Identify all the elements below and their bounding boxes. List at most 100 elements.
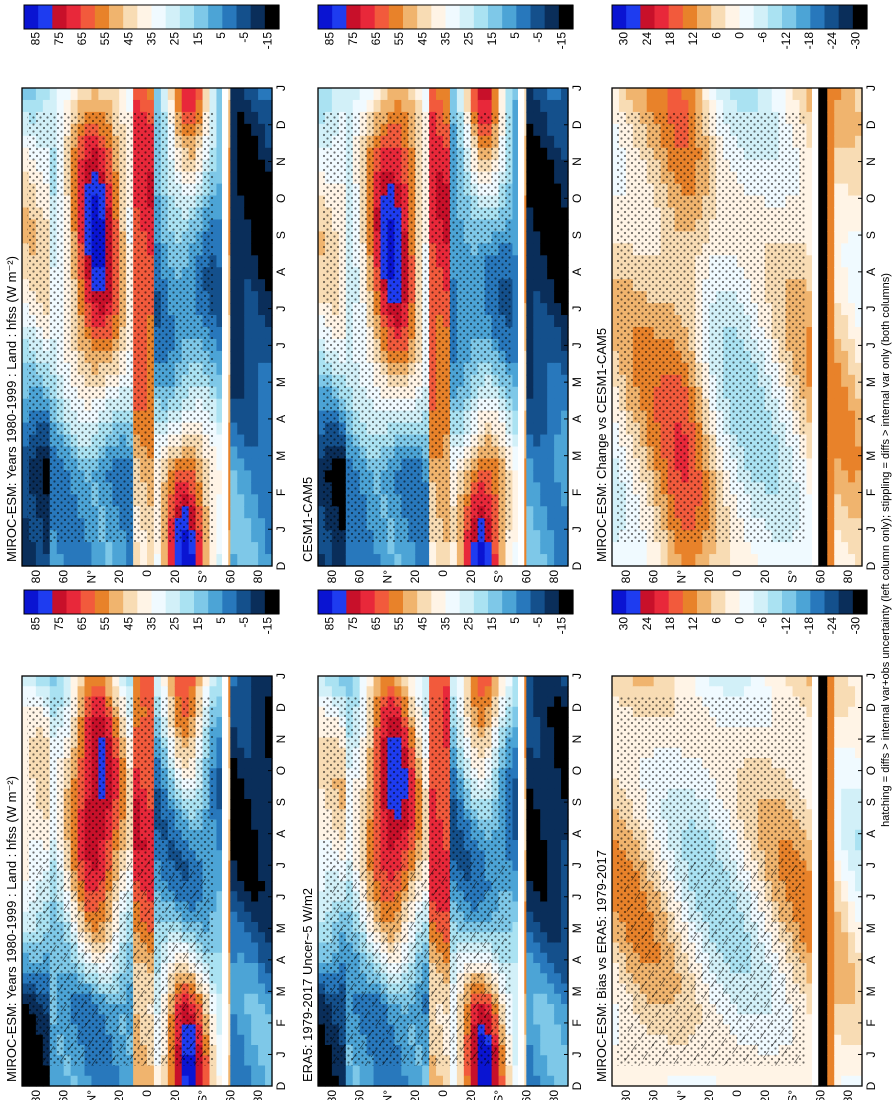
heatmap-cell xyxy=(526,820,534,831)
heatmap-cell xyxy=(547,932,555,943)
heatmap-cell xyxy=(848,768,856,779)
heatmap-cell xyxy=(793,676,801,687)
x-tick-label: F xyxy=(274,1019,288,1026)
heatmap-cell xyxy=(841,1014,849,1025)
heatmap-cell xyxy=(258,881,266,892)
colorbar-tick-label: 55 xyxy=(98,32,112,46)
heatmap-cell xyxy=(841,861,849,872)
colorbar-segment xyxy=(123,590,138,614)
colorbar-tick-label: 6 xyxy=(709,617,723,624)
heatmap-cell xyxy=(244,912,252,923)
heatmap-cell xyxy=(786,1076,794,1087)
heatmap-cell xyxy=(841,922,849,933)
heatmap-cell xyxy=(230,820,238,831)
heatmap-cell xyxy=(140,1076,148,1087)
colorbar-tick-label: -6 xyxy=(756,617,770,628)
heatmap-cell xyxy=(827,768,835,779)
colorbar-segment xyxy=(180,5,195,29)
heatmap-cell xyxy=(554,809,562,820)
heatmap-cell xyxy=(834,1076,842,1087)
colorbar-tick-label: 25 xyxy=(462,617,476,631)
heatmap-cell xyxy=(633,676,641,687)
x-tick-label: A xyxy=(864,956,878,964)
heatmap-cell xyxy=(786,676,794,687)
heatmap-cell xyxy=(820,738,828,749)
heatmap-cell xyxy=(626,676,634,687)
colorbar-segment xyxy=(166,5,181,29)
heatmap-cell xyxy=(168,1066,176,1077)
heatmap-cell xyxy=(834,850,842,861)
heatmap-cell xyxy=(50,676,58,687)
heatmap-cell xyxy=(422,1076,430,1087)
heatmap-cell xyxy=(540,768,548,779)
heatmap-cell xyxy=(526,1025,534,1036)
heatmap-cell xyxy=(554,902,562,913)
heatmap-cell xyxy=(779,676,787,687)
heatmap-cell xyxy=(91,100,99,113)
heatmap-cell xyxy=(251,820,259,831)
heatmap-cell xyxy=(540,1066,548,1077)
x-tick-label: S xyxy=(274,798,288,806)
colorbar-segment xyxy=(137,5,152,29)
heatmap-cell xyxy=(633,1066,641,1077)
heatmap-cell xyxy=(367,1076,375,1087)
heatmap-cell xyxy=(820,789,828,800)
heatmap-cell xyxy=(841,820,849,831)
heatmap-cell xyxy=(765,1076,773,1087)
heatmap-cell xyxy=(841,809,849,820)
heatmap-cell xyxy=(834,748,842,759)
heatmap-cell xyxy=(244,1045,252,1056)
heatmap-cell xyxy=(374,1076,382,1087)
heatmap-cell xyxy=(457,676,465,687)
heatmap-cell xyxy=(533,850,541,861)
heatmap-cell xyxy=(841,758,849,769)
heatmap-cell xyxy=(64,686,72,697)
y-tick-label: 60 xyxy=(57,1090,71,1100)
heatmap-cell xyxy=(730,1076,738,1087)
y-tick-label: 0 xyxy=(436,1090,450,1097)
heatmap-cell xyxy=(554,953,562,964)
heatmap-cell xyxy=(547,963,555,974)
heatmap-cell xyxy=(57,554,65,567)
heatmap-cell xyxy=(820,727,828,738)
heatmap-cell xyxy=(237,932,245,943)
heatmap-cell xyxy=(547,1004,555,1015)
heatmap-cell xyxy=(633,1076,641,1087)
y-tick-label: 20 xyxy=(758,1090,772,1100)
heatmap-cell xyxy=(848,1025,856,1036)
heatmap-cell xyxy=(258,891,266,902)
heatmap-cell xyxy=(91,676,99,687)
heatmap-cell xyxy=(133,686,141,697)
colorbar-segment xyxy=(318,590,333,614)
colorbar-segment xyxy=(612,590,627,614)
heatmap-cell xyxy=(251,891,259,902)
colorbar-segment xyxy=(502,590,517,614)
heatmap-cell xyxy=(98,686,106,697)
heatmap-cell xyxy=(57,676,65,687)
heatmap-cell xyxy=(443,676,451,687)
heatmap-cell xyxy=(526,697,534,708)
y-tick-label: 80 xyxy=(251,1090,265,1100)
heatmap-cell xyxy=(841,912,849,923)
heatmap-cell xyxy=(820,748,828,759)
heatmap-cell xyxy=(230,953,238,964)
heatmap-cell xyxy=(374,686,382,697)
heatmap-cell xyxy=(827,1055,835,1066)
heatmap-cell xyxy=(251,932,259,943)
heatmap-cell xyxy=(526,809,534,820)
heatmap-cell xyxy=(85,542,93,555)
heatmap-cell xyxy=(119,686,127,697)
heatmap-cell xyxy=(751,676,759,687)
heatmap-cell xyxy=(526,984,534,995)
x-tick-label: F xyxy=(864,1019,878,1026)
heatmap-cell xyxy=(640,1066,648,1077)
heatmap-cell xyxy=(346,686,354,697)
heatmap-cell xyxy=(547,727,555,738)
x-tick-label: S xyxy=(570,798,584,806)
heatmap-cell xyxy=(22,676,30,687)
heatmap-cell xyxy=(554,1035,562,1046)
heatmap-cell xyxy=(50,542,58,555)
heatmap-cell xyxy=(827,820,835,831)
heatmap-cell xyxy=(408,1066,416,1077)
heatmap-cell xyxy=(230,686,238,697)
